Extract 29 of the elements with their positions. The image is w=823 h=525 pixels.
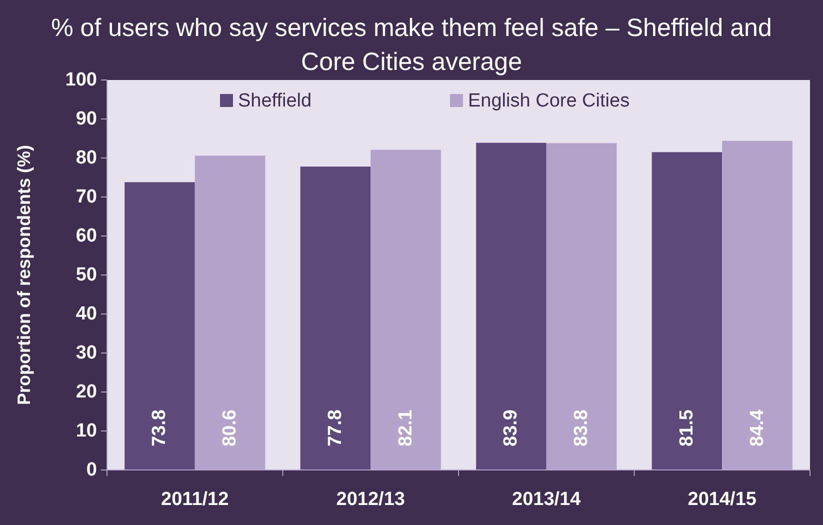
- legend-label: English Core Cities: [468, 90, 630, 112]
- bar: [652, 152, 722, 470]
- y-tick-label: 10: [76, 420, 97, 442]
- y-tick-label: 80: [76, 148, 97, 168]
- y-tick-label: 40: [76, 304, 97, 324]
- y-tick-label: 60: [76, 226, 97, 246]
- y-tick-label: 30: [76, 342, 97, 364]
- y-tick-label: 0: [86, 460, 97, 480]
- y-tick-label: 50: [76, 264, 97, 286]
- data-label: 80.6: [220, 410, 241, 446]
- y-tick-label: 70: [76, 186, 97, 208]
- bar: [476, 142, 546, 470]
- x-tick-label: 2012/13: [336, 489, 405, 510]
- data-label: 81.5: [676, 409, 698, 446]
- bar: [300, 166, 371, 470]
- y-tick-label: 90: [76, 108, 97, 130]
- x-tick-label: 2013/14: [512, 489, 582, 510]
- data-label: 77.8: [324, 410, 346, 446]
- y-axis-title: Proportion of respondents (%): [14, 145, 34, 405]
- bar: [124, 182, 195, 470]
- data-label: 83.8: [571, 410, 592, 446]
- data-label: 83.9: [500, 410, 522, 446]
- x-tick-label: 2014/15: [688, 489, 757, 510]
- data-label: 73.8: [149, 410, 170, 446]
- y-tick-label: 20: [76, 382, 97, 402]
- data-label: 84.4: [746, 409, 768, 446]
- x-tick-label: 2011/12: [161, 489, 229, 510]
- legend-label: Sheffield: [238, 90, 312, 112]
- data-label: 82.1: [395, 409, 416, 446]
